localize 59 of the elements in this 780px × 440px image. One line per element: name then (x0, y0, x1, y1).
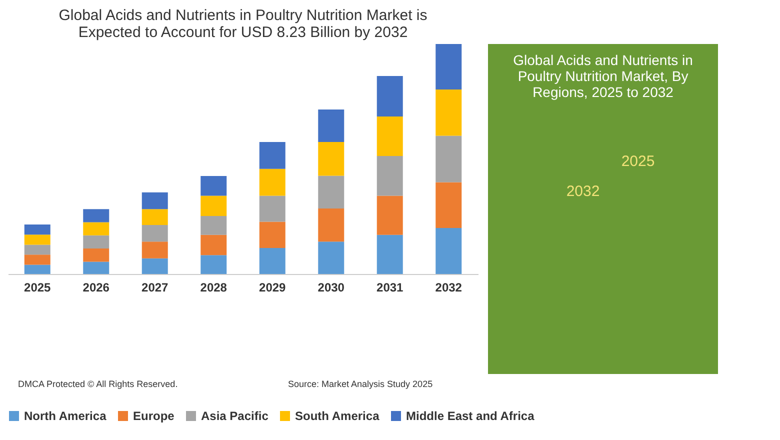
bar (376, 156, 403, 196)
x-tick-label: 2030 (318, 280, 345, 294)
bar (200, 196, 227, 216)
text: 2032 (566, 183, 600, 200)
bar (436, 90, 462, 136)
bar (318, 142, 344, 176)
text: 2025 (621, 153, 655, 170)
text: DMCA Protected © All Rights Reserved. (18, 379, 178, 389)
x-tick-label: 2032 (435, 280, 462, 294)
bar (259, 142, 286, 169)
bar (200, 216, 227, 235)
bar (24, 254, 50, 265)
bar (436, 44, 462, 90)
bar (376, 196, 403, 235)
bar (318, 110, 344, 142)
legend-label: North America (24, 409, 107, 423)
bar (142, 192, 168, 210)
bar (200, 234, 227, 256)
bar (142, 209, 168, 226)
x-tick-label: 2025 (24, 280, 52, 294)
bar (83, 222, 110, 236)
bar (83, 248, 110, 262)
legend-label: Middle East and Africa (406, 409, 535, 423)
bar (318, 208, 344, 242)
x-tick-label: 2028 (200, 280, 228, 294)
bar (376, 116, 403, 156)
legend-label: South America (295, 409, 380, 423)
bar (436, 182, 462, 228)
bar (83, 209, 110, 222)
x-tick-label: 2027 (142, 280, 169, 294)
legend-label: Asia Pacific (201, 409, 269, 423)
x-tick-label: 2029 (259, 280, 286, 294)
bar (83, 235, 110, 248)
bar (318, 242, 344, 274)
bar (142, 242, 168, 258)
chart-title: Global Acids and Nutrients in Poultry Nutrition Market is Expected to Account for USD 8.23 Billion by 2032 (58, 7, 428, 41)
bar (24, 264, 50, 274)
x-tick-label: 2026 (82, 280, 110, 294)
bar (259, 222, 286, 248)
bar (259, 168, 286, 196)
bar (259, 196, 286, 222)
bar (200, 176, 227, 196)
x-tick-label: 2031 (376, 280, 404, 294)
bar (376, 234, 403, 274)
bar (436, 228, 462, 274)
text: Global Acids and Nutrients in Poultry Nutrition Market, By Regions, 2025 to 2032 (513, 52, 693, 100)
bar (24, 234, 50, 245)
bar (436, 136, 462, 182)
legend-label: Europe (133, 409, 175, 423)
bar (142, 258, 168, 274)
bar (142, 225, 168, 242)
bar (376, 76, 403, 116)
source-note: Source: Market Analysis Study 2025 (288, 379, 433, 389)
bar (24, 224, 50, 235)
bar (318, 176, 344, 208)
bar (259, 248, 286, 274)
bar (24, 244, 50, 255)
bar (200, 255, 227, 274)
bar (83, 262, 110, 274)
